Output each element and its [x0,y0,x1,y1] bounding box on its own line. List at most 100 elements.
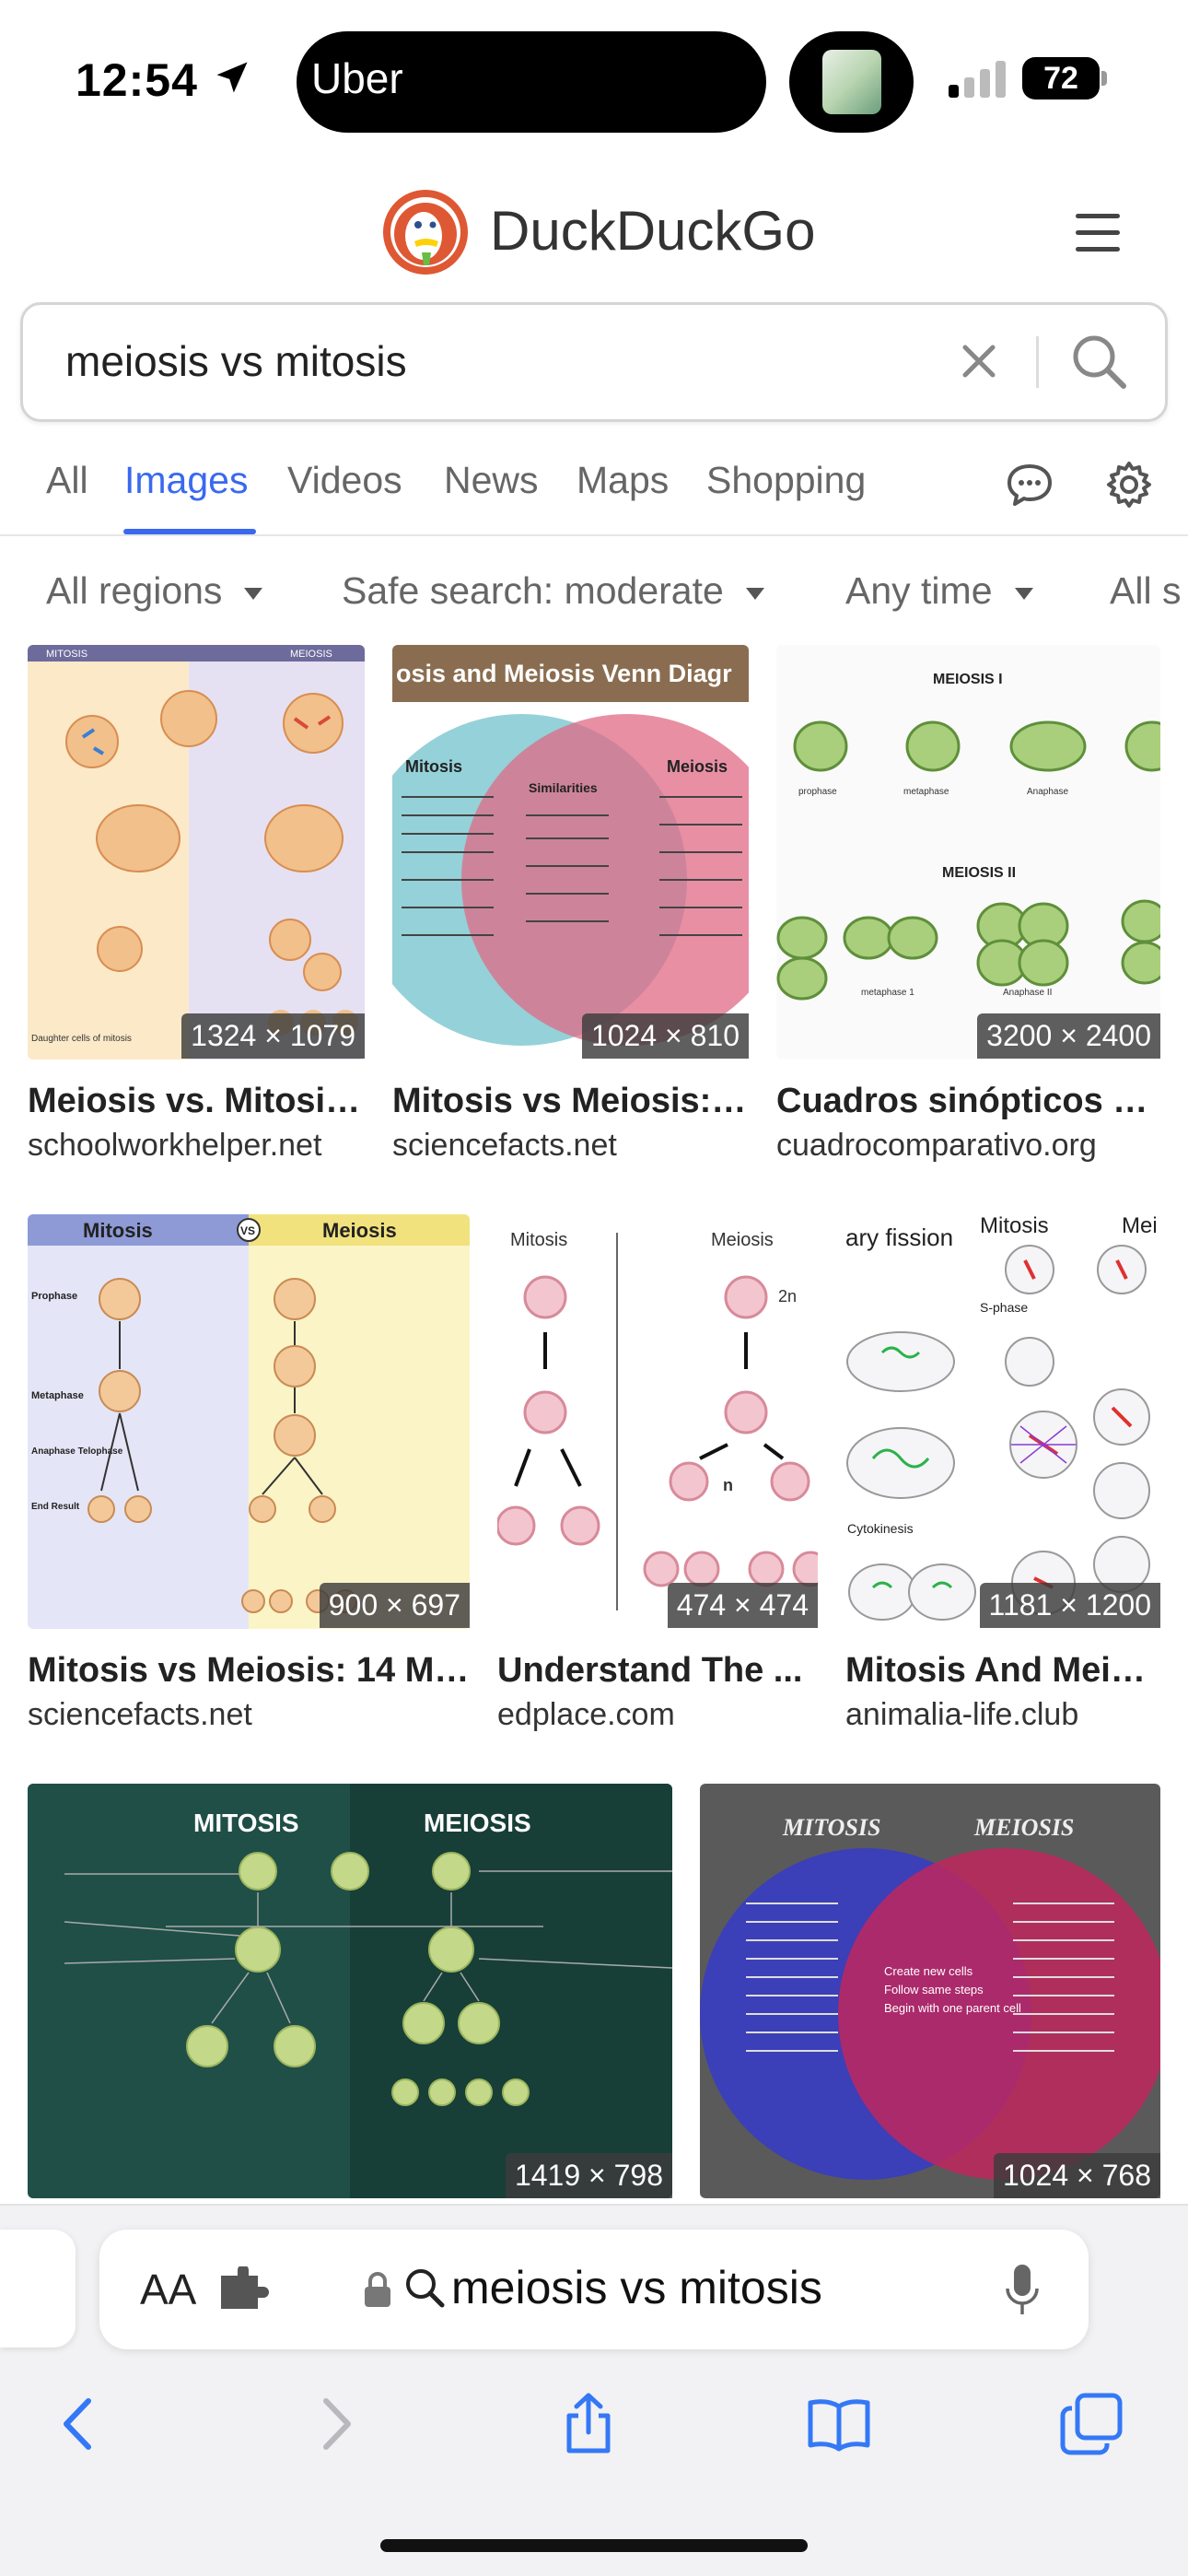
result-thumbnail[interactable]: MITOSIS MEIOSIS Create new cells Follow … [700,1784,1160,2198]
tabs-overview-icon[interactable] [1059,2392,1124,2456]
img-similarity-1: Create new cells [884,1964,973,1978]
tab-news[interactable]: News [444,459,539,501]
search-query[interactable]: meiosis vs mitosis [65,337,407,385]
img-row-end: End Result [31,1502,80,1512]
img-left-label: Mitosis [405,757,462,776]
result-thumbnail[interactable]: MITOSIS MEIOSIS [28,1784,672,2198]
result-thumbnail[interactable]: MITOSIS MEIOSIS Daughter cells of mitosi… [28,645,365,1060]
image-result[interactable]: MITOSIS MEIOSIS Daughter cells of mitosi… [28,645,365,1170]
image-result[interactable]: MITOSIS MEIOSIS Create new cells Follow … [700,1784,1160,2198]
tab-images[interactable]: Images [124,459,249,501]
img-label-fission: ary fission [845,1224,953,1251]
region-filter[interactable]: All regions [46,569,263,613]
result-thumbnail[interactable]: Mitosis Meiosis 2n n [497,1214,818,1629]
image-result[interactable]: MEIOSIS I prophase metaphase Anaphase ME… [776,645,1160,1170]
reader-options-button[interactable]: AA [140,2266,197,2313]
bookmarks-book-icon[interactable] [807,2392,871,2456]
img-right-title: MEIOSIS [973,1814,1074,1841]
result-title[interactable]: Mitosis vs Meiosis: 14 Mai... [28,1651,470,1690]
safe-search-filter-label: Safe search: moderate [342,569,724,612]
tab-videos[interactable]: Videos [287,459,402,501]
image-result[interactable]: osis and Meiosis Venn Diagr Mitosis Simi… [392,645,749,1170]
result-title[interactable]: Understand The ... [497,1651,803,1690]
result-thumbnail[interactable]: osis and Meiosis Venn Diagr Mitosis Simi… [392,645,749,1060]
venn-diagram-image: osis and Meiosis Venn Diagr Mitosis Simi… [392,645,749,1046]
home-indicator[interactable] [380,2539,808,2552]
result-title[interactable]: Mitosis And Meio... [845,1651,1160,1690]
img-right-label: Meiosis [667,757,728,776]
search-field[interactable]: meiosis vs mitosis [20,302,1168,422]
chevron-down-icon [244,587,263,600]
img-label-mitosis: Mitosis [980,1214,1049,1238]
result-domain[interactable]: animalia-life.club [845,1697,1079,1732]
image-result[interactable]: MITOSIS MEIOSIS 1419 × 798 [28,1784,672,2198]
extension-puzzle-icon[interactable] [217,2266,269,2313]
result-thumbnail[interactable]: Mitosis Meiosis VS Prophase Metaphase An… [28,1214,470,1629]
img-meiosis-ii: MEIOSIS II [942,865,1016,881]
search-type-tabs: All Images Videos News Maps Shopping [0,444,1188,536]
dynamic-island[interactable]: Uber [297,31,766,133]
back-arrow-icon[interactable] [46,2392,111,2456]
tab-all[interactable]: All [46,459,88,501]
image-result[interactable]: Mitosis Meiosis VS Prophase Metaphase An… [28,1214,470,1739]
forward-arrow-icon[interactable] [304,2392,368,2456]
tab-maps[interactable]: Maps [577,459,670,501]
img-ploidy-2n: 2n [778,1287,797,1306]
status-bar: 12:54 Uber 72 [0,0,1188,157]
filter-bar: All regions Safe search: moderate Any ti… [0,560,1188,625]
result-title[interactable]: Meiosis vs. Mitosis:... [28,1082,365,1120]
image-dimensions: 1024 × 768 [993,2153,1160,2198]
img-label-metaphase1: metaphase 1 [861,988,914,998]
battery-cap [1101,71,1107,86]
img-label-anaphase2: Anaphase II [1003,988,1052,998]
clear-icon[interactable] [958,340,1000,382]
hamburger-menu-icon[interactable] [1076,214,1120,252]
img-right-title: Meiosis [322,1219,397,1242]
result-title[interactable]: Cuadros sinópticos s... [776,1082,1160,1120]
img-label-cytokinesis: Cytokinesis [847,1521,914,1536]
url-text[interactable]: meiosis vs mitosis [451,2262,822,2313]
img-banner: osis and Meiosis Venn Diagr [396,660,732,687]
image-dimensions: 1181 × 1200 [979,1583,1160,1628]
dynamic-island-activity[interactable] [789,31,914,133]
img-header-meiosis: MEIOSIS [290,649,332,660]
img-row-anaphase: Anaphase Telophase [31,1446,123,1457]
image-dimensions: 900 × 697 [319,1583,470,1628]
result-domain[interactable]: sciencefacts.net [392,1128,617,1163]
size-filter[interactable]: All s [1110,569,1181,613]
image-result[interactable]: ary fission Mitosis Mei S-phase Cytokine… [845,1214,1160,1739]
safe-search-filter[interactable]: Safe search: moderate [342,569,764,613]
image-dimensions: 1024 × 810 [581,1013,749,1059]
img-left-title: Mitosis [83,1219,153,1242]
time-filter[interactable]: Any time [845,569,1033,613]
previous-tab-preview[interactable] [0,2230,76,2348]
search-icon[interactable] [1068,331,1129,392]
img-right-title: MEIOSIS [424,1809,531,1837]
settings-gear-icon[interactable] [1103,459,1155,510]
img-ploidy-n: n [723,1476,733,1494]
img-label-prophase: prophase [798,787,837,797]
img-label-anaphase: Anaphase [1027,787,1068,797]
result-domain[interactable]: cuadrocomparativo.org [776,1128,1097,1163]
img-row-metaphase: Metaphase [31,1390,84,1401]
img-vs: VS [240,1224,255,1237]
img-row-prophase: Prophase [31,1291,77,1302]
chat-icon[interactable] [1004,459,1055,510]
result-thumbnail[interactable]: ary fission Mitosis Mei S-phase Cytokine… [845,1214,1160,1629]
result-domain[interactable]: edplace.com [497,1697,675,1732]
cell-division-image: ary fission Mitosis Mei S-phase Cytokine… [845,1214,1158,1621]
share-icon[interactable] [556,2392,621,2456]
duckduckgo-logo-icon[interactable] [381,188,470,276]
image-result[interactable]: Mitosis Meiosis 2n n 474 × 474 Understan… [497,1214,818,1739]
tab-shopping[interactable]: Shopping [706,459,867,501]
result-domain[interactable]: schoolworkhelper.net [28,1128,322,1163]
battery-indicator: 72 [1022,57,1107,100]
img-middle-label: Similarities [529,780,598,795]
size-filter-label: All s [1110,569,1182,612]
img-label-metaphase: metaphase [903,787,949,797]
address-bar[interactable]: AA meiosis vs mitosis [99,2230,1089,2349]
microphone-icon[interactable] [1004,2263,1041,2318]
result-title[interactable]: Mitosis vs Meiosis: 1... [392,1082,749,1120]
result-thumbnail[interactable]: MEIOSIS I prophase metaphase Anaphase ME… [776,645,1160,1060]
result-domain[interactable]: sciencefacts.net [28,1697,252,1732]
